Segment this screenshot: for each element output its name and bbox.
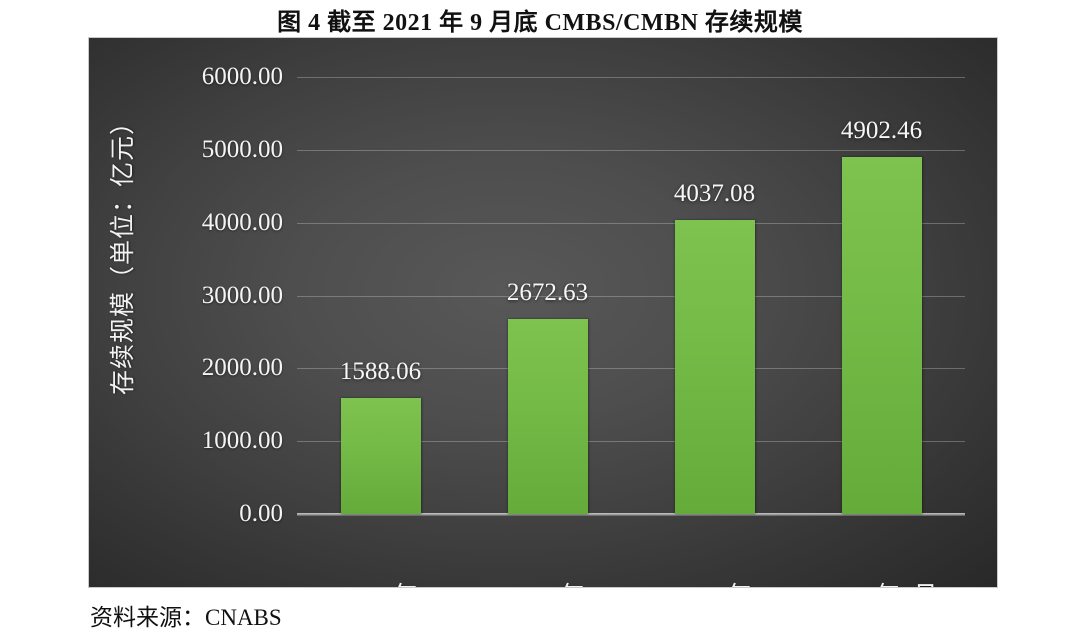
gridline	[297, 222, 965, 224]
y-axis-title: 存续规模（单位：亿元）	[110, 109, 137, 396]
y-axis-tick-label: 5000.00	[201, 135, 283, 163]
chart-panel: 存续规模（单位：亿元） 0.00 1000.00 2000.00 3000.00 400…	[88, 37, 998, 588]
bar[interactable]	[340, 398, 421, 514]
bar[interactable]	[674, 219, 755, 514]
y-axis-tick-label: 1000.00	[201, 427, 283, 455]
x-axis-category-label: 2020年	[677, 576, 752, 587]
y-axis-tick-label: 2000.00	[201, 354, 283, 382]
y-axis-tick-label: 0.00	[239, 500, 283, 527]
gridline	[297, 295, 965, 297]
gridline	[297, 149, 965, 151]
plot-area: 0.00 1000.00 2000.00 3000.00 4000.00 5000.00 6…	[202, 63, 965, 587]
bar-group: 2672.63	[506, 77, 589, 514]
axis-baseline	[297, 513, 965, 516]
source-note: 资料来源：CNABS	[90, 605, 282, 630]
gridline	[297, 441, 965, 443]
y-axis-tick-label: 6000.00	[201, 63, 283, 90]
bar-group: 4902.46	[840, 77, 923, 514]
gridline	[297, 77, 965, 78]
bar-group: 1588.06	[339, 77, 422, 514]
bar-value-label: 4902.46	[840, 116, 923, 144]
bar-group: 4037.08	[673, 77, 756, 514]
gridline	[297, 368, 965, 370]
bar-value-label: 2672.63	[506, 279, 589, 307]
x-axis-category-label: 2019年	[510, 576, 585, 587]
bar[interactable]	[507, 319, 588, 514]
bar[interactable]	[841, 156, 922, 514]
y-axis-tick-label: 4000.00	[201, 208, 283, 236]
bar-value-label: 1588.06	[339, 358, 422, 386]
page-title: 图 4 截至 2021 年 9 月底 CMBS/CMBN 存续规模	[277, 10, 803, 36]
bar-value-label: 4037.08	[673, 179, 756, 207]
x-axis-category-label: 2018年	[343, 576, 418, 587]
y-axis-tick-label: 3000.00	[201, 281, 283, 309]
